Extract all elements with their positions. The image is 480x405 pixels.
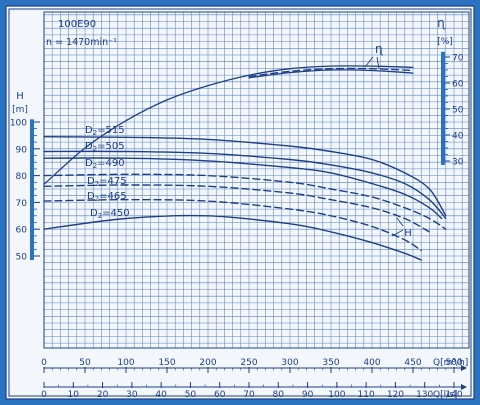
q-m3h-axis-label: Q[m³/h] bbox=[433, 358, 468, 368]
q-ls-tick-label: 130 bbox=[416, 390, 433, 400]
chart-title: 100E90 bbox=[58, 19, 96, 30]
q-m3h-tick-label: 500 bbox=[445, 358, 462, 368]
q-ls-tick-label: 10 bbox=[68, 390, 80, 400]
head-tick-label: 80 bbox=[16, 172, 28, 182]
inner-frame bbox=[8, 8, 472, 397]
q-ls-tick-label: 50 bbox=[185, 390, 197, 400]
series-label-450: D2=450 bbox=[90, 208, 130, 220]
q-ls-tick-label: 100 bbox=[328, 390, 345, 400]
head-curve-490 bbox=[43, 157, 443, 220]
efficiency-axis-unit: [%] bbox=[437, 37, 453, 47]
head-curve-465 bbox=[43, 184, 431, 233]
q-m3h-tick-label: 200 bbox=[199, 358, 216, 368]
series-label-475: D2=475 bbox=[87, 176, 127, 188]
q-ls-tick-label: 120 bbox=[387, 390, 404, 400]
chart-subtitle: n = 1470min⁻¹ bbox=[46, 37, 117, 48]
q-ls-tick-label: 140 bbox=[445, 390, 462, 400]
efficiency-curve-3 bbox=[248, 69, 414, 79]
head-curves bbox=[43, 136, 447, 261]
head-tick-label: 90 bbox=[16, 145, 28, 155]
head-tick-label: 50 bbox=[16, 253, 28, 263]
head-curve-lowest bbox=[43, 214, 422, 261]
plot-border bbox=[43, 11, 470, 349]
efficiency-scale-bar bbox=[441, 51, 445, 165]
q-ls-axis-label: Q[l/s] bbox=[433, 390, 457, 400]
efficiency-pointer bbox=[376, 56, 380, 70]
q-ls-tick-label: 0 bbox=[41, 390, 47, 400]
q-ls-tick-label: 80 bbox=[273, 390, 285, 400]
series-label-515: D2=515 bbox=[85, 125, 125, 137]
head-tick-label: 70 bbox=[16, 199, 28, 209]
head-tick-label: 60 bbox=[16, 226, 28, 236]
efficiency-tick-label: 30 bbox=[452, 158, 464, 168]
head-curve-label: H bbox=[404, 228, 412, 239]
q-ls-tick-label: 110 bbox=[358, 390, 375, 400]
q-m3h-tick-label: 100 bbox=[117, 358, 134, 368]
head-curve-505 bbox=[43, 150, 447, 220]
efficiency-axis-symbol: ɳ bbox=[437, 16, 445, 30]
q-m3h-arrow bbox=[461, 365, 467, 371]
q-m3h-tick-label: 450 bbox=[404, 358, 421, 368]
head-curve-475 bbox=[43, 173, 447, 230]
efficiency-curves bbox=[43, 65, 414, 186]
labels: D2=515 D2=505 D2=490 D2=475 D2=465 D2=450 ɳ H bbox=[85, 42, 412, 239]
q-ls-tick-label: 30 bbox=[126, 390, 138, 400]
efficiency-pointer bbox=[364, 56, 374, 68]
head-pointer bbox=[396, 217, 404, 227]
q-ls-tick-label: 40 bbox=[155, 390, 167, 400]
grid bbox=[43, 11, 470, 349]
head-curve-515 bbox=[43, 136, 447, 217]
series-label-490: D2=490 bbox=[85, 158, 125, 170]
efficiency-curve-2 bbox=[248, 67, 414, 78]
q-m3h-tick-label: 300 bbox=[281, 358, 298, 368]
q-ls-arrow bbox=[461, 384, 467, 390]
series-label-505: D2=505 bbox=[85, 141, 125, 153]
head-curve-450 bbox=[43, 198, 422, 252]
efficiency-curve-1 bbox=[43, 65, 414, 186]
q-ls-tick-label: 20 bbox=[97, 390, 109, 400]
head-scale-bar bbox=[30, 119, 34, 261]
efficiency-tick-label: 50 bbox=[452, 106, 464, 116]
q-m3h-tick-label: 250 bbox=[240, 358, 257, 368]
series-label-465: D2=465 bbox=[87, 191, 127, 203]
q-ls-tick-label: 70 bbox=[243, 390, 255, 400]
q-ls-tick-label: 90 bbox=[302, 390, 314, 400]
head-pointer bbox=[391, 229, 404, 237]
head-axis-unit: [m] bbox=[12, 105, 28, 115]
q-m3h-tick-label: 50 bbox=[79, 358, 91, 368]
efficiency-tick-label: 40 bbox=[452, 132, 464, 142]
q-m3h-tick-label: 0 bbox=[41, 358, 47, 368]
q-ls-tick-label: 60 bbox=[214, 390, 226, 400]
head-axis-symbol: H bbox=[16, 91, 24, 102]
efficiency-tick-label: 70 bbox=[452, 54, 464, 64]
efficiency-tick-label: 60 bbox=[452, 80, 464, 90]
q-m3h-tick-label: 400 bbox=[363, 358, 380, 368]
efficiency-curve-label: ɳ bbox=[375, 42, 383, 56]
head-tick-label: 100 bbox=[10, 119, 27, 129]
q-m3h-tick-label: 150 bbox=[158, 358, 175, 368]
q-m3h-tick-label: 350 bbox=[322, 358, 339, 368]
